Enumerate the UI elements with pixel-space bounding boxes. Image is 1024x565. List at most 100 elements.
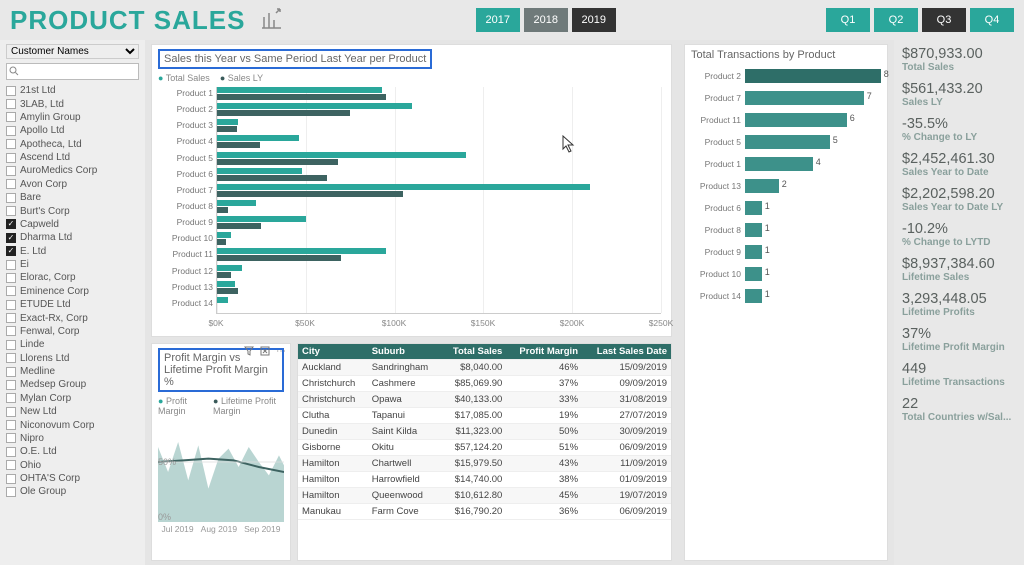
bar-sales-ly[interactable] [217, 272, 231, 278]
checkbox[interactable] [6, 420, 16, 430]
table-row[interactable]: ChristchurchOpawa$40,133.0033%31/08/2019 [298, 392, 671, 408]
trans-bar[interactable] [745, 267, 762, 281]
table-row[interactable]: ManukauFarm Cove$16,790.2036%06/09/2019 [298, 504, 671, 520]
bar-total-sales[interactable] [217, 168, 302, 174]
table-row[interactable]: AucklandSandringham$8,040.0046%15/09/201… [298, 360, 671, 376]
quarter-btn-q3[interactable]: Q3 [922, 8, 966, 32]
customer-item[interactable]: Mylan Corp [6, 392, 139, 405]
trans-row[interactable]: Product 101 [691, 265, 881, 283]
table-row[interactable]: HamiltonQueenwood$10,612.8045%19/07/2019 [298, 488, 671, 504]
bar-total-sales[interactable] [217, 87, 382, 93]
bar-sales-ly[interactable] [217, 159, 338, 165]
checkbox[interactable] [6, 99, 16, 109]
customer-item[interactable]: 21st Ltd [6, 84, 139, 97]
checkbox[interactable] [6, 193, 16, 203]
customer-item[interactable]: Nipro [6, 432, 139, 445]
bar-total-sales[interactable] [217, 103, 412, 109]
focus-icon[interactable] [260, 346, 270, 359]
checkbox[interactable] [6, 353, 16, 363]
bar-total-sales[interactable] [217, 152, 466, 158]
bar-sales-ly[interactable] [217, 223, 261, 229]
trans-row[interactable]: Product 141 [691, 287, 881, 305]
bar-total-sales[interactable] [217, 119, 238, 125]
trans-bar[interactable] [745, 69, 881, 83]
checkbox[interactable] [6, 206, 16, 216]
customer-item[interactable]: ETUDE Ltd [6, 298, 139, 311]
customer-search-input[interactable] [6, 63, 139, 80]
trans-row[interactable]: Product 132 [691, 177, 881, 195]
table-row[interactable]: HamiltonHarrowfield$14,740.0038%01/09/20… [298, 472, 671, 488]
pm-area-chart[interactable]: 50% 0% [158, 422, 284, 522]
bar-total-sales[interactable] [217, 281, 235, 287]
bar-total-sales[interactable] [217, 216, 306, 222]
trans-bar[interactable] [745, 289, 762, 303]
bar-sales-ly[interactable] [217, 94, 386, 100]
col-header[interactable]: Last Sales Date [582, 344, 671, 360]
quarter-btn-q4[interactable]: Q4 [970, 8, 1014, 32]
checkbox[interactable] [6, 313, 16, 323]
trans-row[interactable]: Product 61 [691, 199, 881, 217]
checkbox[interactable] [6, 86, 16, 96]
customer-item[interactable]: New Ltd [6, 405, 139, 418]
table-row[interactable]: GisborneOkitu$57,124.2051%06/09/2019 [298, 440, 671, 456]
bar-total-sales[interactable] [217, 200, 256, 206]
bar-sales-ly[interactable] [217, 191, 403, 197]
bar-sales-ly[interactable] [217, 126, 237, 132]
col-header[interactable]: Total Sales [441, 344, 506, 360]
customer-item[interactable]: Bare [6, 191, 139, 204]
customer-item[interactable]: Medline [6, 365, 139, 378]
checkbox[interactable] [6, 326, 16, 336]
bar-total-sales[interactable] [217, 297, 228, 303]
checkbox[interactable] [6, 219, 16, 229]
customer-item[interactable]: Avon Corp [6, 178, 139, 191]
customer-item[interactable]: Ohio [6, 459, 139, 472]
sales-table[interactable]: CitySuburbTotal SalesProfit MarginLast S… [298, 344, 671, 520]
checkbox[interactable] [6, 153, 16, 163]
more-icon[interactable]: ⋯ [276, 346, 286, 359]
customer-item[interactable]: Dharma Ltd [6, 231, 139, 244]
table-row[interactable]: DunedinSaint Kilda$11,323.0050%30/09/201… [298, 424, 671, 440]
checkbox[interactable] [6, 179, 16, 189]
col-header[interactable]: City [298, 344, 368, 360]
customer-item[interactable]: Exact-Rx, Corp [6, 311, 139, 324]
checkbox[interactable] [6, 433, 16, 443]
customer-item[interactable]: O.E. Ltd [6, 445, 139, 458]
pm-area[interactable] [158, 442, 284, 522]
checkbox[interactable] [6, 447, 16, 457]
year-btn-2017[interactable]: 2017 [476, 8, 520, 32]
checkbox[interactable] [6, 393, 16, 403]
transactions-bar-chart[interactable]: Product 28Product 77Product 116Product 5… [691, 67, 881, 305]
customer-item[interactable]: Fenwal, Corp [6, 325, 139, 338]
customer-item[interactable]: AuroMedics Corp [6, 164, 139, 177]
trans-bar[interactable] [745, 201, 762, 215]
table-row[interactable]: HamiltonChartwell$15,979.5043%11/09/2019 [298, 456, 671, 472]
customer-item[interactable]: Llorens Ltd [6, 352, 139, 365]
trans-row[interactable]: Product 81 [691, 221, 881, 239]
customers-dropdown[interactable]: Customer Names [6, 44, 139, 59]
bar-total-sales[interactable] [217, 135, 299, 141]
sales-bar-chart[interactable]: Product 1Product 2Product 3Product 4Prod… [158, 87, 665, 332]
customer-item[interactable]: Burt's Corp [6, 204, 139, 217]
customer-item[interactable]: Ole Group [6, 485, 139, 498]
filter-icon[interactable] [244, 346, 254, 359]
bar-sales-ly[interactable] [217, 110, 350, 116]
customer-item[interactable]: Capweld [6, 218, 139, 231]
trans-row[interactable]: Product 14 [691, 155, 881, 173]
trans-bar[interactable] [745, 223, 762, 237]
customer-item[interactable]: E. Ltd [6, 245, 139, 258]
trans-bar[interactable] [745, 135, 830, 149]
bar-sales-ly[interactable] [217, 207, 228, 213]
customer-item[interactable]: Ascend Ltd [6, 151, 139, 164]
customer-item[interactable]: Medsep Group [6, 378, 139, 391]
checkbox[interactable] [6, 166, 16, 176]
bar-total-sales[interactable] [217, 248, 386, 254]
bar-total-sales[interactable] [217, 232, 231, 238]
checkbox[interactable] [6, 246, 16, 256]
checkbox[interactable] [6, 367, 16, 377]
quarter-btn-q2[interactable]: Q2 [874, 8, 918, 32]
trans-bar[interactable] [745, 179, 779, 193]
checkbox[interactable] [6, 260, 16, 270]
bar-total-sales[interactable] [217, 184, 590, 190]
customer-item[interactable]: 3LAB, Ltd [6, 97, 139, 110]
trans-row[interactable]: Product 91 [691, 243, 881, 261]
